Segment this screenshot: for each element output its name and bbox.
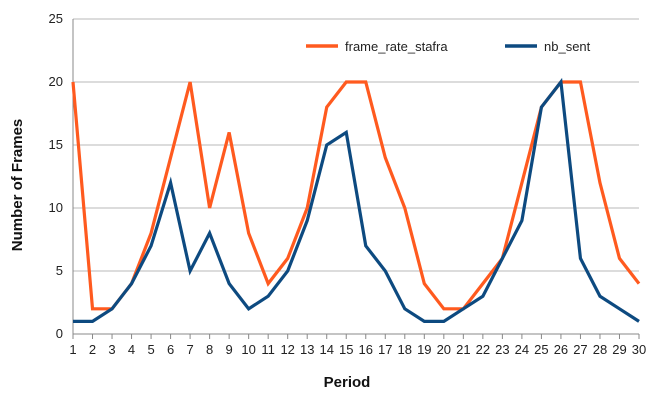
x-tick-label: 23	[495, 342, 509, 357]
x-tick-label: 29	[612, 342, 626, 357]
x-tick-label: 18	[398, 342, 412, 357]
x-tick-label: 25	[534, 342, 548, 357]
x-tick-label: 13	[300, 342, 314, 357]
series-lines	[71, 77, 641, 323]
legend: frame_rate_stafra nb_sent	[306, 39, 591, 54]
x-tick-label: 26	[554, 342, 568, 357]
x-tick-label: 7	[186, 342, 193, 357]
x-tick-label: 10	[241, 342, 255, 357]
x-axis-title: Period	[324, 374, 371, 391]
y-tick-labels: 0 5 10 15 20 25	[49, 11, 63, 341]
y-tick-label: 15	[49, 137, 63, 152]
y-tick-label: 5	[56, 263, 63, 278]
series-line-nb-sent	[73, 77, 640, 323]
x-tick-label: 1	[69, 342, 76, 357]
axes	[72, 19, 640, 339]
x-tick-label: 4	[128, 342, 135, 357]
x-tick-label: 22	[476, 342, 490, 357]
y-tick-label: 25	[49, 11, 63, 26]
x-tick-label: 24	[515, 342, 529, 357]
legend-label-nb-sent: nb_sent	[544, 39, 591, 54]
x-tick-label: 30	[632, 342, 646, 357]
x-tick-label: 19	[417, 342, 431, 357]
x-tick-label: 27	[573, 342, 587, 357]
x-tick-label: 14	[319, 342, 333, 357]
y-tick-label: 0	[56, 326, 63, 341]
x-tick-label: 3	[108, 342, 115, 357]
x-tick-label: 8	[206, 342, 213, 357]
x-tick-label: 11	[261, 342, 275, 357]
y-tick-label: 20	[49, 74, 63, 89]
y-axis-title: Number of Frames	[9, 119, 26, 252]
gridlines	[73, 18, 639, 335]
legend-label-frame-rate-stafra: frame_rate_stafra	[345, 39, 448, 54]
x-tick-label: 5	[147, 342, 154, 357]
x-tick-label: 20	[437, 342, 451, 357]
x-tick-label: 6	[167, 342, 174, 357]
x-tick-label: 2	[89, 342, 96, 357]
x-tick-label: 9	[226, 342, 233, 357]
x-tick-label: 28	[593, 342, 607, 357]
x-tick-label: 21	[456, 342, 470, 357]
x-tick-label: 16	[359, 342, 373, 357]
x-tick-labels: 1 2 3 4 5 6 7 8 9 10 11 12 13 14 15 16 17 18 19 20 21 22 23 24 2…	[69, 342, 646, 357]
x-tick-label: 15	[339, 342, 353, 357]
x-tick-label: 12	[280, 342, 294, 357]
x-tick-label: 17	[378, 342, 392, 357]
y-tick-label: 10	[49, 200, 63, 215]
